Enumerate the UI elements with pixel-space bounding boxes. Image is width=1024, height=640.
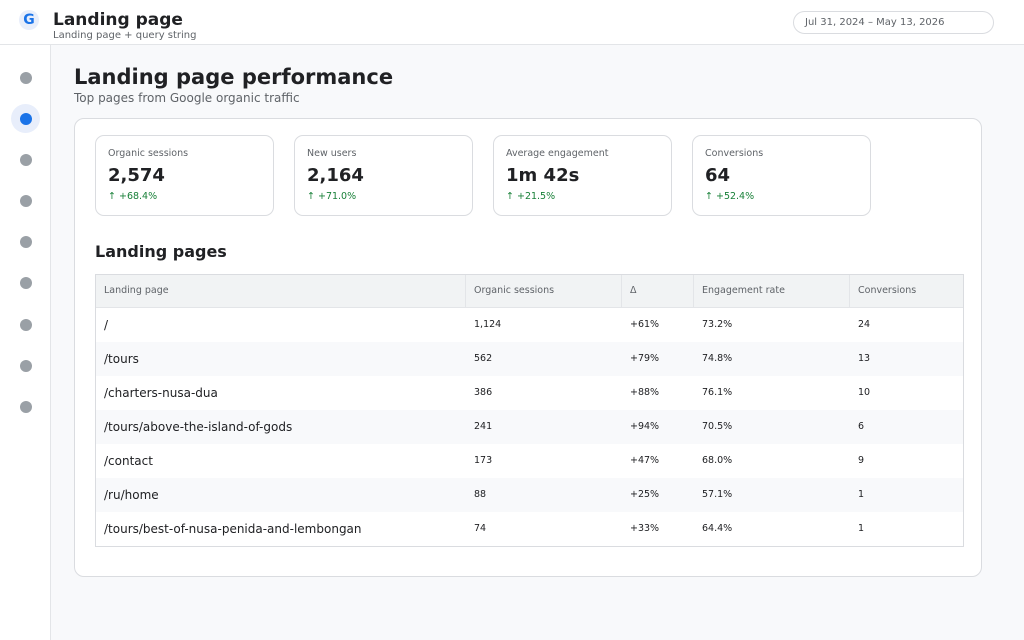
delta-cell: +47%: [630, 455, 660, 466]
page-subtitle: Top pages from Google organic traffic: [74, 91, 300, 105]
kpi-label: New users: [307, 148, 357, 159]
sidebar-item-2[interactable]: [11, 104, 40, 133]
kpi-delta: ↑ +52.4%: [705, 191, 755, 202]
delta-cell: +79%: [630, 353, 660, 364]
sessions-cell: 386: [474, 387, 493, 398]
engagement-cell: 64.4%: [702, 523, 733, 534]
delta-cell: +33%: [630, 523, 660, 534]
sidebar-item-1[interactable]: [11, 63, 40, 92]
kpi-value: 64: [705, 165, 731, 186]
conversions-cell: 24: [858, 319, 871, 330]
google-logo-icon[interactable]: G: [19, 10, 39, 30]
report-title: Landing page: [53, 10, 183, 30]
delta-cell: +25%: [630, 489, 660, 500]
kpi-card-conversions: Conversions 64 ↑ +52.4%: [692, 135, 871, 216]
nav-icon: [19, 71, 32, 84]
column-header-landing-page[interactable]: Landing page: [96, 275, 466, 307]
sessions-cell: 88: [474, 489, 487, 500]
table-row[interactable]: /tours/best-of-nusa-penida-and-lembongan…: [96, 512, 963, 546]
kpi-label: Average engagement: [506, 148, 609, 159]
kpi-card-new-users: New users 2,164 ↑ +71.0%: [294, 135, 473, 216]
landing-page-cell: /tours: [104, 352, 139, 366]
nav-icon: [19, 235, 32, 248]
sessions-cell: 74: [474, 523, 487, 534]
sidebar-item-5[interactable]: [11, 227, 40, 256]
engagement-cell: 68.0%: [702, 455, 733, 466]
engagement-cell: 73.2%: [702, 319, 733, 330]
page-title: Landing page performance: [74, 65, 394, 89]
kpi-value: 2,164: [307, 165, 364, 186]
sidebar-item-8[interactable]: [11, 351, 40, 380]
nav-icon: [19, 153, 32, 166]
landing-page-cell: /charters-nusa-dua: [104, 386, 218, 400]
column-header-conversions[interactable]: Conversions: [858, 285, 917, 296]
sidebar-item-7[interactable]: [11, 310, 40, 339]
table-header: Landing page Organic sessions Δ Engageme…: [96, 275, 963, 308]
kpi-card-organic-sessions: Organic sessions 2,574 ↑ +68.4%: [95, 135, 274, 216]
delta-cell: +88%: [630, 387, 660, 398]
delta-cell: +94%: [630, 421, 660, 432]
sessions-cell: 173: [474, 455, 493, 466]
conversions-cell: 10: [858, 387, 871, 398]
column-header-organic-sessions[interactable]: Organic sessions: [466, 275, 622, 307]
kpi-value: 1m 42s: [506, 165, 580, 186]
landing-page-cell: /: [104, 318, 109, 332]
landing-page-cell: /tours/above-the-island-of-gods: [104, 420, 293, 434]
kpi-value: 2,574: [108, 165, 165, 186]
conversions-cell: 6: [858, 421, 865, 432]
sidebar-item-6[interactable]: [11, 268, 40, 297]
top-bar: G Landing page Landing page + query stri…: [0, 0, 1024, 45]
engagement-cell: 76.1%: [702, 387, 733, 398]
engagement-cell: 70.5%: [702, 421, 733, 432]
sessions-cell: 241: [474, 421, 493, 432]
conversions-cell: 1: [858, 523, 865, 534]
kpi-delta: ↑ +68.4%: [108, 191, 158, 202]
sessions-cell: 562: [474, 353, 493, 364]
column-header-engagement-rate[interactable]: Engagement rate: [694, 275, 850, 307]
sessions-cell: 1,124: [474, 319, 502, 330]
delta-cell: +61%: [630, 319, 660, 330]
nav-icon: [19, 194, 32, 207]
landing-pages-table: Landing page Organic sessions Δ Engageme…: [95, 274, 964, 547]
table-title: Landing pages: [95, 242, 227, 261]
table-row[interactable]: /contact 173 +47% 68.0% 9: [96, 444, 963, 478]
nav-icon: [19, 318, 32, 331]
kpi-label: Organic sessions: [108, 148, 189, 159]
nav-icon: [19, 112, 32, 125]
conversions-cell: 13: [858, 353, 871, 364]
landing-page-cell: /contact: [104, 454, 153, 468]
date-range-picker[interactable]: Jul 31, 2024 – May 13, 2026: [793, 11, 994, 34]
engagement-cell: 57.1%: [702, 489, 733, 500]
kpi-card-average-engagement: Average engagement 1m 42s ↑ +21.5%: [493, 135, 672, 216]
nav-icon: [19, 400, 32, 413]
table-row[interactable]: /charters-nusa-dua 386 +88% 76.1% 10: [96, 376, 963, 410]
conversions-cell: 1: [858, 489, 865, 500]
sidebar-item-4[interactable]: [11, 186, 40, 215]
kpi-delta: ↑ +21.5%: [506, 191, 556, 202]
kpi-label: Conversions: [705, 148, 764, 159]
landing-page-cell: /tours/best-of-nusa-penida-and-lembongan: [104, 522, 362, 536]
nav-icon: [19, 359, 32, 372]
report-card: Organic sessions 2,574 ↑ +68.4% New user…: [74, 118, 982, 577]
table-row[interactable]: /tours 562 +79% 74.8% 13: [96, 342, 963, 376]
engagement-cell: 74.8%: [702, 353, 733, 364]
table-row[interactable]: /ru/home 88 +25% 57.1% 1: [96, 478, 963, 512]
landing-page-cell: /ru/home: [104, 488, 159, 502]
conversions-cell: 9: [858, 455, 865, 466]
table-row[interactable]: /tours/above-the-island-of-gods 241 +94%…: [96, 410, 963, 444]
column-header-delta[interactable]: Δ: [622, 275, 694, 307]
table-row[interactable]: / 1,124 +61% 73.2% 24: [96, 308, 963, 342]
report-subtitle: Landing page + query string: [53, 30, 197, 41]
sidebar-item-3[interactable]: [11, 145, 40, 174]
kpi-delta: ↑ +71.0%: [307, 191, 357, 202]
nav-icon: [19, 276, 32, 289]
sidebar: [0, 45, 51, 640]
sidebar-item-9[interactable]: [11, 392, 40, 421]
